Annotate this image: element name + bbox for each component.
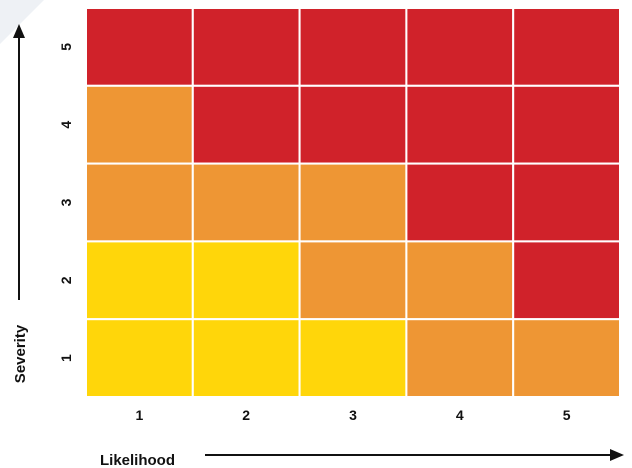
risk-cell-s1-l5: [512, 318, 622, 399]
y-tick-label: 4: [58, 121, 74, 129]
risk-cell-s3-l1: [85, 162, 194, 243]
risk-cell-s5-l3: [298, 7, 408, 87]
risk-cell-s1-l4: [405, 318, 515, 399]
risk-cell-s3-l3: [298, 162, 408, 243]
x-axis-arrow: [205, 449, 624, 461]
risk-cell-s4-l4: [405, 84, 515, 165]
risk-cell-s1-l2: [191, 318, 301, 399]
x-tick-label: 2: [242, 407, 250, 423]
risk-cell-s4-l2: [191, 84, 301, 165]
risk-cell-s3-l2: [191, 162, 301, 243]
y-axis-label: Severity: [12, 324, 29, 383]
risk-matrix-cells: [85, 7, 622, 399]
y-tick-label: 1: [58, 354, 74, 362]
x-axis-label: Likelihood: [100, 452, 175, 468]
risk-cell-s4-l3: [298, 84, 408, 165]
risk-cell-s3-l4: [405, 162, 515, 243]
risk-cell-s3-l5: [512, 162, 622, 243]
x-tick-label: 5: [563, 407, 571, 423]
risk-cell-s2-l2: [191, 240, 301, 321]
risk-cell-s5-l4: [405, 7, 515, 87]
risk-cell-s2-l3: [298, 240, 408, 321]
y-tick-label: 3: [58, 198, 74, 206]
y-tick-label: 2: [58, 276, 74, 284]
risk-cell-s1-l1: [85, 318, 194, 399]
risk-cell-s5-l1: [85, 7, 194, 87]
y-axis-ticks: 5 4 3 2 1: [58, 43, 74, 362]
x-tick-label: 4: [456, 407, 464, 423]
risk-cell-s2-l4: [405, 240, 515, 321]
risk-cell-s4-l5: [512, 84, 622, 165]
x-axis-ticks: 1 2 3 4 5: [136, 407, 571, 423]
risk-cell-s4-l1: [85, 84, 194, 165]
risk-cell-s5-l2: [191, 7, 301, 87]
y-tick-label: 5: [58, 43, 74, 51]
x-tick-label: 1: [136, 407, 144, 423]
x-tick-label: 3: [349, 407, 357, 423]
risk-cell-s2-l1: [85, 240, 194, 321]
risk-cell-s1-l3: [298, 318, 408, 399]
risk-cell-s2-l5: [512, 240, 622, 321]
y-axis-arrow: [13, 24, 25, 300]
risk-cell-s5-l5: [512, 7, 622, 87]
